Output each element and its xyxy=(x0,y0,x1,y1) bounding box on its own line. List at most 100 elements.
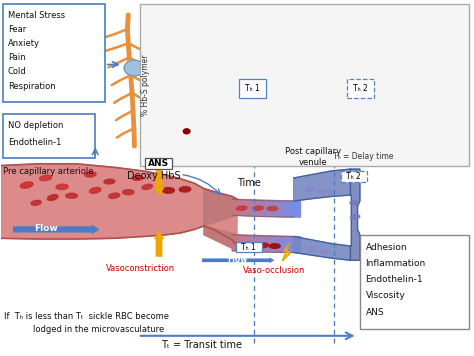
Text: Flow: Flow xyxy=(227,255,247,264)
Ellipse shape xyxy=(320,250,329,254)
Text: Inflammation: Inflammation xyxy=(365,259,426,268)
Polygon shape xyxy=(204,189,237,226)
Polygon shape xyxy=(204,226,237,251)
Text: Flow: Flow xyxy=(34,224,57,233)
Polygon shape xyxy=(246,200,253,216)
Text: Tₕ = Delay time: Tₕ = Delay time xyxy=(333,152,394,161)
Polygon shape xyxy=(350,169,360,260)
Ellipse shape xyxy=(133,176,143,180)
Polygon shape xyxy=(294,169,350,201)
FancyBboxPatch shape xyxy=(311,20,344,40)
Text: Tₜ = Transit time: Tₜ = Transit time xyxy=(161,340,242,350)
Ellipse shape xyxy=(90,188,101,193)
Text: If  Tₕ is less than Tₜ  sickle RBC become: If Tₕ is less than Tₜ sickle RBC become xyxy=(4,312,170,321)
Polygon shape xyxy=(287,236,294,252)
Polygon shape xyxy=(239,199,246,216)
Circle shape xyxy=(183,129,190,134)
Polygon shape xyxy=(232,235,239,251)
Text: Tₕ 2: Tₕ 2 xyxy=(346,172,361,181)
Text: Cold: Cold xyxy=(8,67,27,76)
Text: Endothelin-1: Endothelin-1 xyxy=(365,275,423,284)
Text: Mental Stress: Mental Stress xyxy=(8,11,65,20)
FancyBboxPatch shape xyxy=(347,79,374,98)
Ellipse shape xyxy=(306,187,315,192)
FancyBboxPatch shape xyxy=(238,79,266,98)
Text: ANS: ANS xyxy=(365,308,384,317)
Text: Fear: Fear xyxy=(8,25,26,34)
Ellipse shape xyxy=(307,247,316,252)
Ellipse shape xyxy=(142,184,153,189)
Ellipse shape xyxy=(109,193,119,198)
Text: lodged in the microvasculature: lodged in the microvasculature xyxy=(33,325,164,334)
Polygon shape xyxy=(273,200,280,216)
Ellipse shape xyxy=(237,206,247,210)
Text: Endothelin-1: Endothelin-1 xyxy=(8,138,61,147)
Polygon shape xyxy=(253,200,259,216)
Text: Tₕ 2: Tₕ 2 xyxy=(354,84,368,93)
FancyBboxPatch shape xyxy=(3,114,95,158)
Ellipse shape xyxy=(241,242,252,247)
FancyBboxPatch shape xyxy=(145,30,178,49)
Text: % Hb-S polymer: % Hb-S polymer xyxy=(141,54,150,116)
Ellipse shape xyxy=(253,206,264,210)
Polygon shape xyxy=(266,200,273,216)
Ellipse shape xyxy=(39,175,52,181)
Text: Tₕ 1: Tₕ 1 xyxy=(245,84,260,93)
Ellipse shape xyxy=(31,200,41,205)
Polygon shape xyxy=(283,242,291,261)
Ellipse shape xyxy=(318,189,327,194)
FancyBboxPatch shape xyxy=(341,171,367,182)
FancyBboxPatch shape xyxy=(360,235,469,329)
Polygon shape xyxy=(0,164,237,245)
Text: Deoxy HbS: Deoxy HbS xyxy=(128,171,181,181)
Ellipse shape xyxy=(20,182,33,188)
Polygon shape xyxy=(280,236,287,252)
Circle shape xyxy=(124,60,145,76)
Polygon shape xyxy=(232,199,239,215)
Ellipse shape xyxy=(327,190,336,194)
Text: Adhesion: Adhesion xyxy=(365,242,407,252)
Polygon shape xyxy=(287,201,294,217)
Text: ANS: ANS xyxy=(148,159,169,168)
Ellipse shape xyxy=(66,193,77,198)
Text: Tₕ 1: Tₕ 1 xyxy=(241,243,256,252)
Text: Pain: Pain xyxy=(8,53,26,62)
FancyBboxPatch shape xyxy=(3,4,105,102)
Polygon shape xyxy=(239,235,246,251)
Ellipse shape xyxy=(123,190,134,195)
Polygon shape xyxy=(266,236,273,252)
Ellipse shape xyxy=(104,179,115,184)
Polygon shape xyxy=(294,236,350,260)
Polygon shape xyxy=(280,201,287,217)
FancyBboxPatch shape xyxy=(145,158,172,169)
Text: Vasoconstriction: Vasoconstriction xyxy=(106,264,175,273)
Ellipse shape xyxy=(47,195,58,200)
Ellipse shape xyxy=(257,243,269,248)
Polygon shape xyxy=(294,236,301,253)
Ellipse shape xyxy=(267,206,278,211)
Text: Post capillary
venule: Post capillary venule xyxy=(284,147,341,167)
Ellipse shape xyxy=(163,188,174,193)
Circle shape xyxy=(180,126,193,136)
FancyBboxPatch shape xyxy=(236,242,262,252)
Text: Vaso-occlusion: Vaso-occlusion xyxy=(243,266,305,276)
Polygon shape xyxy=(260,236,266,252)
Text: Pre capillary arteriole: Pre capillary arteriole xyxy=(3,167,93,176)
Text: Respiration: Respiration xyxy=(8,82,55,90)
Polygon shape xyxy=(294,201,301,217)
Ellipse shape xyxy=(351,215,360,219)
Ellipse shape xyxy=(269,244,280,248)
Polygon shape xyxy=(253,235,259,251)
Ellipse shape xyxy=(85,172,96,177)
Ellipse shape xyxy=(56,184,68,189)
Text: Viscosity: Viscosity xyxy=(365,292,405,300)
Ellipse shape xyxy=(179,187,191,192)
Ellipse shape xyxy=(350,201,358,205)
Polygon shape xyxy=(260,200,266,216)
Text: Anxiety: Anxiety xyxy=(8,39,40,48)
Text: Time: Time xyxy=(237,178,260,188)
Polygon shape xyxy=(246,235,253,251)
Polygon shape xyxy=(273,236,280,252)
FancyBboxPatch shape xyxy=(140,4,469,166)
Text: NO depletion: NO depletion xyxy=(8,121,63,130)
